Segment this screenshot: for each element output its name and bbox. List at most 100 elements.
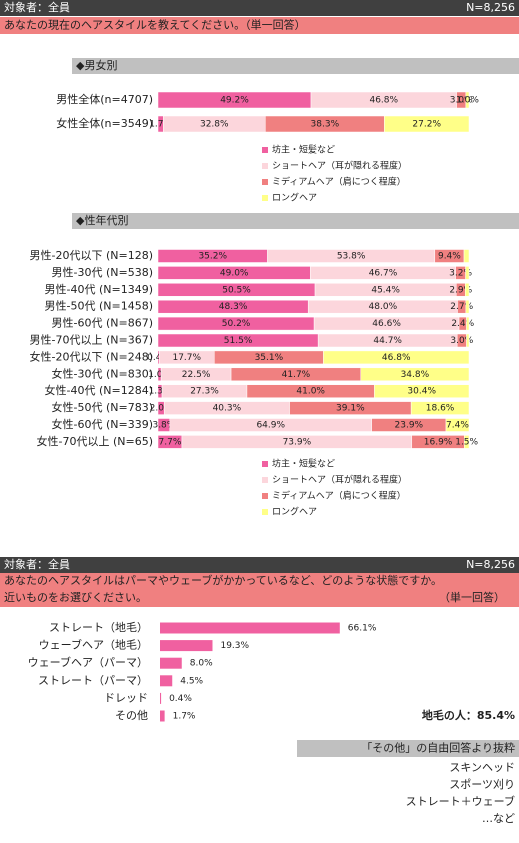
legend-swatch [262, 179, 268, 185]
category-label: ストレート（パーマ） [38, 674, 148, 687]
legend-swatch [262, 493, 268, 499]
header-bar [0, 0, 519, 16]
legend-swatch [262, 147, 268, 153]
value-label: 48.0% [369, 302, 398, 312]
legend-swatch [262, 163, 268, 169]
value-label: 66.1% [348, 624, 377, 634]
value-label: 34.8% [401, 370, 430, 380]
category-label: 男性全体(n=4707) [56, 92, 153, 106]
value-label: 0.4% [169, 694, 192, 704]
category-label: 男性-60代 (N=867) [52, 316, 154, 330]
value-label: 32.8% [200, 120, 229, 130]
free-answer: スキンヘッド [449, 761, 515, 774]
bar-segment [465, 266, 470, 280]
subtitle: ◆性年代別 [76, 213, 128, 227]
value-label: 8.0% [190, 659, 213, 669]
subtitle: ◆男女別 [76, 58, 117, 72]
target: 対象者：全員 [4, 0, 70, 14]
value-label: 41.0% [296, 387, 325, 397]
value-label: 1.0% [456, 96, 479, 106]
value-label: 1.3% [149, 387, 172, 397]
legend-swatch [262, 195, 268, 201]
value-label: 46.7% [369, 268, 398, 278]
bar-segment [465, 299, 470, 314]
category-label: その他 [115, 709, 148, 722]
value-label: 1.0% [148, 370, 171, 380]
value-label: 2.9% [449, 285, 472, 295]
free-answer-title: 「その他」の自由回答より抜粋 [361, 741, 515, 755]
category-label: ウェーブヘア（パーマ） [28, 655, 148, 669]
free-answer-title-bar [297, 740, 519, 757]
bar-segment [360, 367, 470, 382]
category-label: 女性-70代以上 (N=65) [37, 434, 154, 448]
value-label: 53.8% [337, 252, 366, 262]
category-label: 女性-50代 (N=783) [52, 400, 154, 414]
category-label: 女性-40代 (N=1284) [45, 383, 154, 397]
target: 対象者：全員 [4, 557, 70, 571]
value-label: 3.0% [450, 336, 473, 346]
legend-swatch [262, 477, 268, 483]
legend-label: ショートヘア（耳が隠れる程度） [272, 160, 407, 172]
category-label: 女性-30代 (N=830) [52, 366, 154, 380]
bar-segment [323, 350, 470, 365]
legend-swatch [262, 461, 268, 467]
value-label: 19.3% [220, 641, 249, 651]
value-label: 50.2% [222, 319, 251, 329]
header-bar [0, 557, 519, 573]
value-label: 3.2% [449, 268, 472, 278]
value-label: 64.9% [256, 421, 285, 431]
value-label: 48.3% [219, 302, 248, 312]
value-label: 39.1% [336, 404, 365, 414]
value-label: 41.7% [282, 370, 311, 380]
bar-segment [465, 91, 470, 109]
value-label: 49.0% [220, 268, 249, 278]
value-label: 4.5% [180, 676, 203, 686]
value-label: 17.7% [172, 353, 201, 363]
value-label: 40.3% [213, 404, 242, 414]
bar-segment [463, 249, 470, 263]
value-label: 51.5% [224, 336, 253, 346]
category-label: ドレッド [104, 691, 148, 704]
legend-label: ミディアムヘア（肩につく程度） [272, 176, 406, 188]
free-answer: スポーツ刈り [449, 778, 515, 791]
bar [160, 657, 182, 669]
category-label: 男性-40代 (N=1349) [45, 282, 154, 296]
bar [160, 640, 213, 652]
bar-segment [465, 283, 470, 297]
bar [160, 675, 173, 687]
value-label: 73.9% [283, 437, 312, 447]
category-label: ストレート（地毛） [49, 621, 148, 634]
sample-size: N=8,256 [466, 558, 515, 571]
bar-segment [464, 435, 470, 449]
value-label: 46.8% [382, 353, 411, 363]
value-label: 46.8% [369, 96, 398, 106]
sample-size: N=8,256 [466, 1, 515, 14]
value-label: 7.4% [446, 421, 469, 431]
bar-segment [410, 401, 470, 415]
value-label: 27.3% [190, 387, 219, 397]
value-label: 3.0% [450, 96, 473, 106]
legend-label: 坊主・短髪など [272, 144, 335, 156]
category-label: 男性-70代以上 (N=367) [30, 333, 154, 347]
bar [160, 622, 340, 634]
bar-segment [384, 115, 470, 133]
value-label: 1.5% [455, 437, 478, 447]
bar-segment [466, 333, 470, 348]
value-label: 3.8% [152, 421, 175, 431]
legend-label: ミディアムヘア（肩につく程度） [272, 490, 406, 502]
subtitle-bar [72, 58, 519, 74]
subtitle-bar [72, 213, 519, 229]
value-label: 35.2% [198, 252, 227, 262]
category-label: 女性全体(n=3549) [56, 116, 153, 130]
bar [160, 710, 165, 722]
question: あなたの現在のヘアスタイルを教えてください。（単一回答） [4, 18, 306, 32]
value-label: 49.2% [220, 96, 249, 106]
value-label: 45.4% [371, 285, 400, 295]
value-label: 16.9% [424, 437, 453, 447]
question-bar [0, 17, 519, 34]
bar-segment [445, 418, 470, 432]
value-label: 30.4% [407, 387, 436, 397]
category-label: ウェーブヘア（地毛） [39, 638, 148, 652]
value-label: 0.4% [147, 353, 170, 363]
